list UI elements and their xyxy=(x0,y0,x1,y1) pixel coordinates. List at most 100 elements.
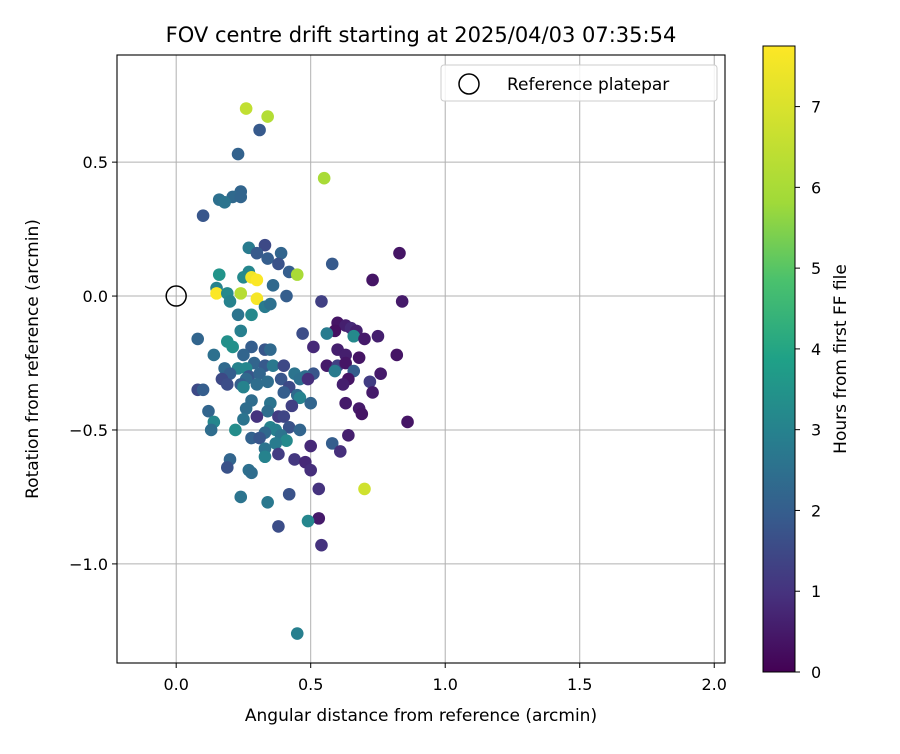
data-point xyxy=(355,407,369,421)
data-point xyxy=(221,378,234,391)
colorbar-tick-label: 2 xyxy=(811,501,821,520)
data-point xyxy=(304,463,317,477)
data-point xyxy=(261,404,274,418)
data-point xyxy=(210,287,223,300)
data-point xyxy=(328,364,342,378)
data-point xyxy=(304,396,317,410)
data-point xyxy=(366,273,379,287)
data-point xyxy=(339,396,352,410)
data-point xyxy=(282,487,296,501)
x-axis-ticks: 0.0 0.5 1.0 1.5 2.0 xyxy=(163,663,727,694)
data-point xyxy=(352,351,366,364)
data-point xyxy=(237,348,250,362)
data-point xyxy=(245,340,258,354)
data-point xyxy=(333,445,347,458)
data-point xyxy=(237,412,250,426)
data-point xyxy=(320,327,334,340)
data-points xyxy=(191,102,414,640)
data-point xyxy=(250,378,264,391)
data-point xyxy=(250,292,264,306)
data-point xyxy=(272,447,285,461)
data-point xyxy=(237,380,250,394)
data-point xyxy=(239,102,253,115)
data-point xyxy=(395,295,409,308)
legend-label: Reference platepar xyxy=(507,75,669,95)
data-point xyxy=(301,514,315,528)
data-point xyxy=(366,386,379,399)
colorbar-tick-label: 7 xyxy=(811,98,821,117)
data-point xyxy=(282,420,296,434)
data-point xyxy=(290,627,304,640)
data-point xyxy=(315,295,328,308)
data-point xyxy=(253,367,266,381)
data-point xyxy=(221,461,234,474)
data-point xyxy=(312,482,326,496)
data-point xyxy=(325,437,339,450)
y-tick-label: 0.0 xyxy=(83,287,108,306)
data-point xyxy=(264,297,277,311)
data-point xyxy=(358,482,371,496)
data-point xyxy=(274,246,288,260)
data-point xyxy=(253,123,266,137)
data-point xyxy=(296,327,309,340)
data-point xyxy=(245,308,258,322)
data-point xyxy=(277,359,291,372)
colorbar-tick-label: 5 xyxy=(811,259,821,278)
data-point xyxy=(196,383,210,397)
colorbar-gradient xyxy=(762,45,796,673)
data-point xyxy=(234,190,248,204)
x-axis-label: Angular distance from reference (arcmin) xyxy=(245,706,597,726)
data-point xyxy=(258,450,272,464)
colorbar-tick-label: 1 xyxy=(811,582,821,601)
data-point xyxy=(231,308,245,322)
colorbar: 0 1 2 3 4 5 6 7 Hours from first FF file xyxy=(762,45,851,682)
colorbar-label: Hours from first FF file xyxy=(831,264,851,454)
data-point xyxy=(250,410,264,423)
legend-marker-icon xyxy=(458,73,480,95)
data-point xyxy=(239,402,253,415)
data-point xyxy=(212,268,226,281)
legend: Reference platepar xyxy=(440,64,718,102)
data-point xyxy=(261,252,274,265)
data-point xyxy=(312,512,326,525)
data-point xyxy=(261,375,274,389)
x-tick-label: 2.0 xyxy=(702,675,727,694)
chart-title: FOV centre drift starting at 2025/04/03 … xyxy=(166,23,677,47)
data-point xyxy=(293,423,307,437)
data-point xyxy=(277,410,291,423)
data-point xyxy=(304,439,317,453)
y-tick-label: 0.5 xyxy=(83,153,108,172)
data-point xyxy=(218,196,231,209)
data-point xyxy=(274,372,288,386)
data-point xyxy=(266,359,280,372)
data-point xyxy=(191,332,205,346)
data-point xyxy=(393,246,406,260)
data-point xyxy=(234,490,248,504)
legend-box xyxy=(440,64,718,102)
data-point xyxy=(342,429,355,442)
data-point xyxy=(272,520,285,533)
y-axis-label: Rotation from reference (arcmin) xyxy=(23,219,43,499)
data-point xyxy=(253,431,266,445)
data-point xyxy=(401,415,414,429)
grid xyxy=(117,55,725,663)
colorbar-tick-label: 6 xyxy=(811,178,821,197)
colorbar-ticks: 0 1 2 3 4 5 6 7 xyxy=(795,98,821,682)
data-point xyxy=(266,279,280,292)
y-tick-label: −1.0 xyxy=(69,555,108,574)
data-point xyxy=(358,332,371,346)
colorbar-tick-label: 3 xyxy=(811,421,821,440)
data-point xyxy=(261,495,274,509)
x-tick-label: 1.0 xyxy=(432,675,457,694)
data-point xyxy=(226,340,239,354)
data-point xyxy=(272,257,285,271)
data-point xyxy=(250,273,264,287)
data-point xyxy=(347,329,361,343)
colorbar-tick-label: 4 xyxy=(811,340,821,359)
data-point xyxy=(285,399,299,413)
data-point xyxy=(315,538,328,552)
data-point xyxy=(223,295,237,308)
data-point xyxy=(261,110,274,123)
data-point xyxy=(371,329,385,343)
